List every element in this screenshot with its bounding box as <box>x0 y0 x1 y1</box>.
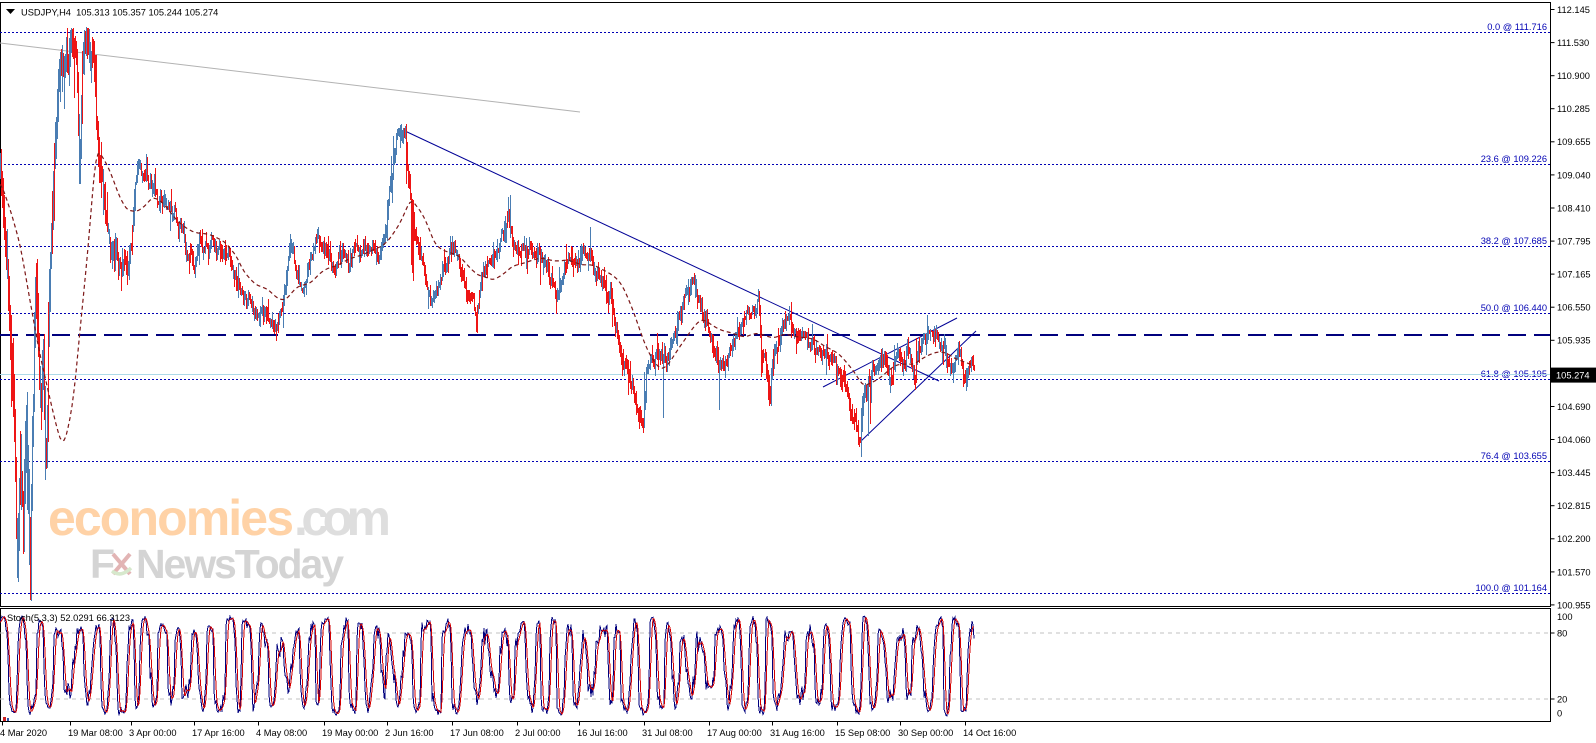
svg-text:19 Mar 08:00: 19 Mar 08:00 <box>68 728 123 738</box>
svg-text:107.795: 107.795 <box>1557 237 1591 247</box>
svg-text:3 Apr 00:00: 3 Apr 00:00 <box>129 728 177 738</box>
svg-text:2 Jul 00:00: 2 Jul 00:00 <box>515 728 561 738</box>
svg-text:31 Aug 16:00: 31 Aug 16:00 <box>770 728 825 738</box>
svg-text:38.2 @ 107.685: 38.2 @ 107.685 <box>1481 236 1547 246</box>
svg-text:100.0 @ 101.164: 100.0 @ 101.164 <box>1476 583 1547 593</box>
svg-text:14 Oct 16:00: 14 Oct 16:00 <box>963 728 1016 738</box>
svg-text:104.690: 104.690 <box>1557 402 1591 412</box>
svg-text:2 Jun 16:00: 2 Jun 16:00 <box>385 728 434 738</box>
svg-text:30 Sep 00:00: 30 Sep 00:00 <box>898 728 953 738</box>
svg-text:76.4 @ 103.655: 76.4 @ 103.655 <box>1481 451 1547 461</box>
svg-text:104.060: 104.060 <box>1557 435 1591 445</box>
svg-text:105.935: 105.935 <box>1557 336 1591 346</box>
svg-text:economies: economies <box>48 490 294 546</box>
svg-text:23.6 @ 109.226: 23.6 @ 109.226 <box>1481 154 1547 164</box>
svg-text:109.655: 109.655 <box>1557 137 1591 147</box>
svg-text:16 Jul 16:00: 16 Jul 16:00 <box>577 728 628 738</box>
svg-text:31 Jul 08:00: 31 Jul 08:00 <box>642 728 693 738</box>
svg-text:100: 100 <box>1557 612 1573 622</box>
svg-text:111.530: 111.530 <box>1557 38 1589 48</box>
svg-text:103.445: 103.445 <box>1557 468 1591 478</box>
svg-text:17 Jun 08:00: 17 Jun 08:00 <box>450 728 504 738</box>
svg-text:NewsToday: NewsToday <box>136 541 344 587</box>
svg-text:F: F <box>90 541 115 587</box>
svg-text:112.145: 112.145 <box>1557 5 1590 15</box>
svg-text:106.550: 106.550 <box>1557 303 1591 313</box>
svg-text:109.040: 109.040 <box>1557 170 1591 180</box>
svg-text:USDJPY,H4 105.313 105.357 105: USDJPY,H4 105.313 105.357 105.244 105.27… <box>21 8 218 18</box>
svg-text:105.274: 105.274 <box>1556 371 1590 381</box>
svg-text:100.955: 100.955 <box>1557 600 1591 610</box>
svg-text:4 Mar 2020: 4 Mar 2020 <box>0 728 47 738</box>
svg-text:.com: .com <box>294 490 391 546</box>
svg-text:110.900: 110.900 <box>1557 71 1590 81</box>
svg-text:17 Apr 16:00: 17 Apr 16:00 <box>192 728 245 738</box>
svg-text:101.570: 101.570 <box>1557 567 1591 577</box>
svg-text:17 Aug 00:00: 17 Aug 00:00 <box>707 728 762 738</box>
svg-text:102.815: 102.815 <box>1557 501 1591 511</box>
svg-text:0: 0 <box>1557 709 1562 719</box>
svg-text:0.0 @ 111.716: 0.0 @ 111.716 <box>1487 22 1547 32</box>
svg-text:107.165: 107.165 <box>1557 270 1591 280</box>
svg-text:20: 20 <box>1557 694 1567 704</box>
svg-text:108.410: 108.410 <box>1557 203 1591 213</box>
svg-text:15 Sep 08:00: 15 Sep 08:00 <box>835 728 890 738</box>
svg-text:102.200: 102.200 <box>1557 534 1591 544</box>
svg-text:Stoch(5,3,3) 52.0291 66.3123: Stoch(5,3,3) 52.0291 66.3123 <box>7 613 130 623</box>
svg-text:19 May 00:00: 19 May 00:00 <box>322 728 378 738</box>
svg-text:110.285: 110.285 <box>1557 104 1590 114</box>
svg-text:50.0 @ 106.440: 50.0 @ 106.440 <box>1481 303 1547 313</box>
svg-text:4 May 08:00: 4 May 08:00 <box>256 728 307 738</box>
svg-text:80: 80 <box>1557 628 1567 638</box>
